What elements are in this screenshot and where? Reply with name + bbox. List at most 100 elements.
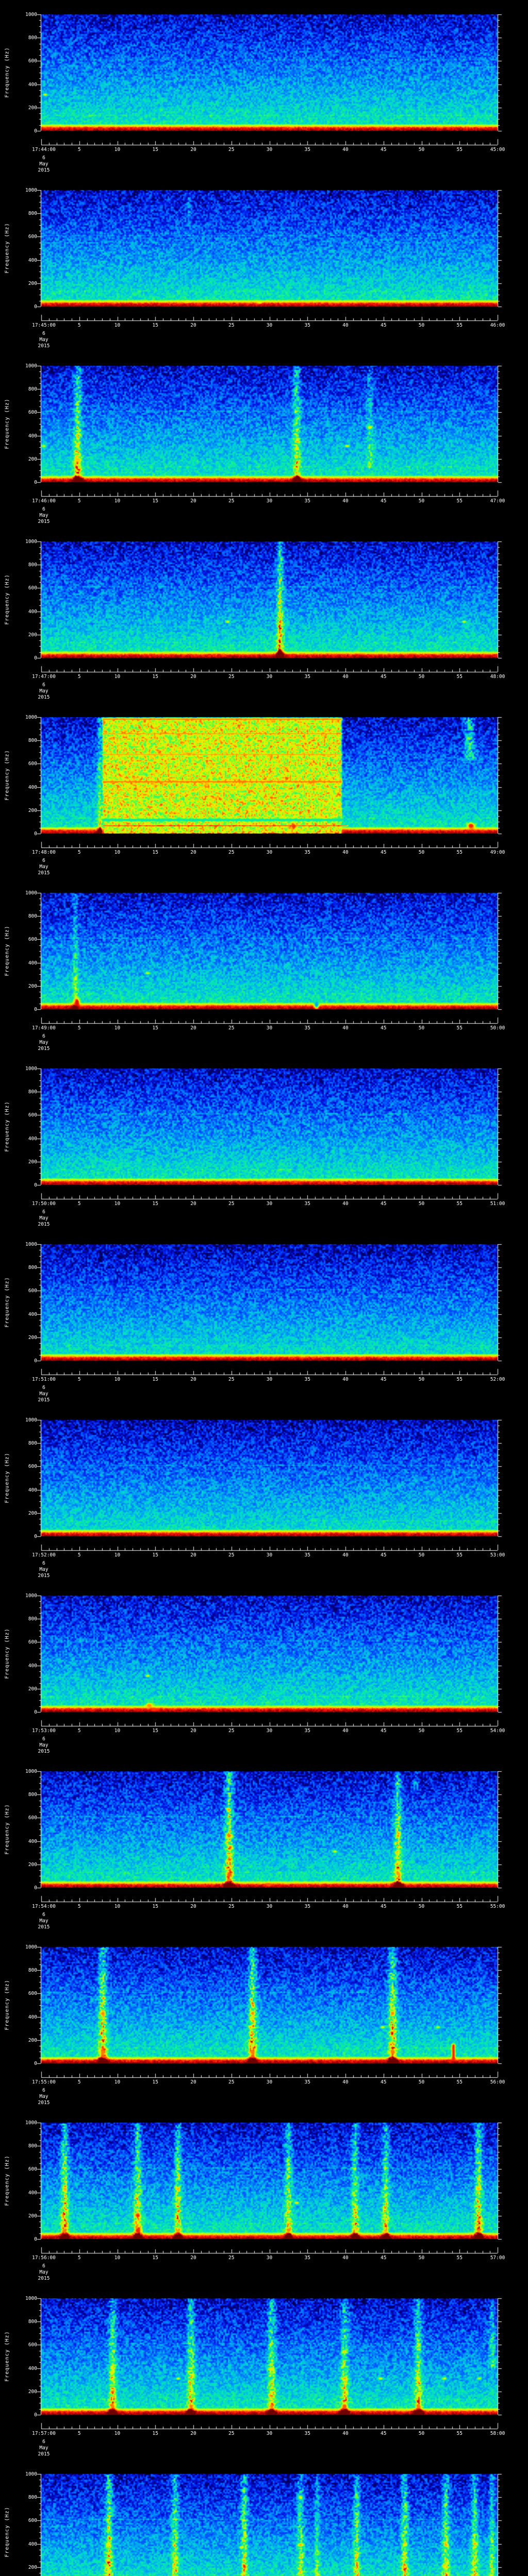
spectrogram-canvas — [0, 1933, 528, 2108]
x-tick-label: 50 — [418, 2431, 425, 2436]
y-tick-label: 400 — [28, 784, 37, 790]
x-tick-label: 20 — [190, 1552, 196, 1558]
x-end-time-label: 48:00 — [490, 674, 505, 680]
x-tick-label: 10 — [114, 1904, 121, 1909]
y-tick-label: 0 — [34, 2236, 37, 2242]
x-tick-label: 35 — [304, 323, 310, 328]
x-tick-label: 30 — [266, 1377, 273, 1382]
x-tick-label: 15 — [152, 323, 158, 328]
y-tick-label: 400 — [28, 1663, 37, 1669]
y-tick-label: 400 — [28, 1487, 37, 1493]
x-start-time-label: 17:44:00 — [32, 147, 56, 152]
date-label-line: 2015 — [38, 870, 50, 876]
y-tick-label: 1000 — [25, 1066, 37, 1072]
x-tick-label: 45 — [381, 2079, 387, 2085]
x-tick-label: 15 — [152, 850, 158, 855]
x-tick-label: 35 — [304, 2079, 310, 2085]
date-label-line: May — [39, 337, 48, 343]
x-start-time-label: 17:54:00 — [32, 1904, 56, 1909]
x-end-time-label: 51:00 — [490, 1201, 505, 1207]
x-tick-label: 55 — [456, 2079, 463, 2085]
x-tick-label: 20 — [190, 1904, 196, 1909]
x-tick-label: 35 — [304, 674, 310, 680]
y-tick-label: 600 — [28, 1639, 37, 1646]
x-tick-label: 15 — [152, 1201, 158, 1207]
x-tick-label: 20 — [190, 323, 196, 328]
y-tick-label: 1000 — [25, 363, 37, 369]
y-tick-label: 0 — [34, 655, 37, 661]
spectrogram-panel-1753: Frequency (Hz) 0 200 400 600 800 1000 5 10 15 20 25… — [0, 1581, 528, 1757]
x-tick-label: 45 — [381, 674, 387, 680]
y-axis-label: Frequency (Hz) — [4, 2155, 10, 2206]
x-tick-label: 25 — [228, 323, 235, 328]
x-start-time-label: 17:52:00 — [32, 1552, 56, 1558]
spectrogram-canvas — [0, 176, 528, 351]
x-tick-label: 10 — [114, 498, 121, 504]
y-tick-label: 800 — [28, 1440, 37, 1447]
x-tick-label: 5 — [77, 2431, 81, 2436]
date-label-line: 6 — [42, 1912, 45, 1918]
y-tick-label: 1000 — [25, 1769, 37, 1774]
date-label-line: 6 — [42, 155, 45, 161]
date-label-line: 2015 — [38, 1573, 50, 1579]
spectrogram-canvas — [0, 1757, 528, 1933]
date-label-line: 6 — [42, 331, 45, 336]
x-tick-label: 55 — [456, 1025, 463, 1031]
x-tick-label: 45 — [381, 1552, 387, 1558]
x-tick-label: 20 — [190, 147, 196, 152]
x-tick-label: 30 — [266, 2079, 273, 2085]
x-tick-label: 35 — [304, 2431, 310, 2436]
x-tick-label: 20 — [190, 1377, 196, 1382]
x-tick-label: 30 — [266, 850, 273, 855]
y-axis-label: Frequency (Hz) — [4, 1277, 10, 1328]
date-label-line: May — [39, 1918, 48, 1924]
y-tick-label: 600 — [28, 937, 37, 943]
y-tick-label: 600 — [28, 1464, 37, 1470]
x-tick-label: 40 — [342, 2255, 349, 2261]
date-label-line: May — [39, 1215, 48, 1221]
x-tick-label: 5 — [77, 147, 81, 152]
date-label-line: 2015 — [38, 343, 50, 349]
x-tick-label: 50 — [418, 1552, 425, 1558]
x-tick-label: 15 — [152, 1025, 158, 1031]
y-tick-label: 800 — [28, 2495, 37, 2501]
x-tick-label: 30 — [266, 2431, 273, 2436]
y-tick-label: 800 — [28, 1265, 37, 1271]
y-tick-label: 200 — [28, 1334, 37, 1341]
date-label-line: May — [39, 864, 48, 870]
y-tick-label: 200 — [28, 1861, 37, 1868]
x-tick-label: 40 — [342, 1552, 349, 1558]
x-tick-label: 50 — [418, 1728, 425, 1734]
y-tick-label: 600 — [28, 1991, 37, 1997]
x-tick-label: 50 — [418, 1201, 425, 1207]
x-tick-label: 20 — [190, 2079, 196, 2085]
y-tick-label: 0 — [34, 304, 37, 310]
x-tick-label: 5 — [77, 498, 81, 504]
x-tick-label: 45 — [381, 850, 387, 855]
y-tick-label: 400 — [28, 960, 37, 966]
x-tick-label: 25 — [228, 1728, 235, 1734]
x-tick-label: 5 — [77, 1728, 81, 1734]
date-label-line: 2015 — [38, 519, 50, 524]
spectrogram-canvas — [0, 1581, 528, 1757]
y-tick-label: 600 — [28, 2342, 37, 2348]
x-tick-label: 30 — [266, 323, 273, 328]
date-label-line: 2015 — [38, 1749, 50, 1754]
y-axis-label: Frequency (Hz) — [4, 750, 10, 801]
x-tick-label: 45 — [381, 1025, 387, 1031]
date-label-line: May — [39, 688, 48, 694]
spectrogram-panel-1745: Frequency (Hz) 0 200 400 600 800 1000 5 10 15 20 25… — [0, 176, 528, 351]
spectrogram-canvas — [0, 878, 528, 1054]
y-axis-label: Frequency (Hz) — [4, 47, 10, 98]
x-tick-label: 15 — [152, 674, 158, 680]
x-tick-label: 45 — [381, 2255, 387, 2261]
x-tick-label: 35 — [304, 2255, 310, 2261]
y-tick-label: 200 — [28, 105, 37, 111]
y-tick-label: 600 — [28, 410, 37, 416]
x-tick-label: 25 — [228, 1904, 235, 1909]
y-axis-label: Frequency (Hz) — [4, 223, 10, 274]
spectrogram-panel-1750: Frequency (Hz) 0 200 400 600 800 1000 5 10 15 20 25… — [0, 1054, 528, 1230]
y-tick-label: 200 — [28, 807, 37, 814]
y-tick-label: 0 — [34, 1534, 37, 1539]
x-tick-label: 55 — [456, 2431, 463, 2436]
